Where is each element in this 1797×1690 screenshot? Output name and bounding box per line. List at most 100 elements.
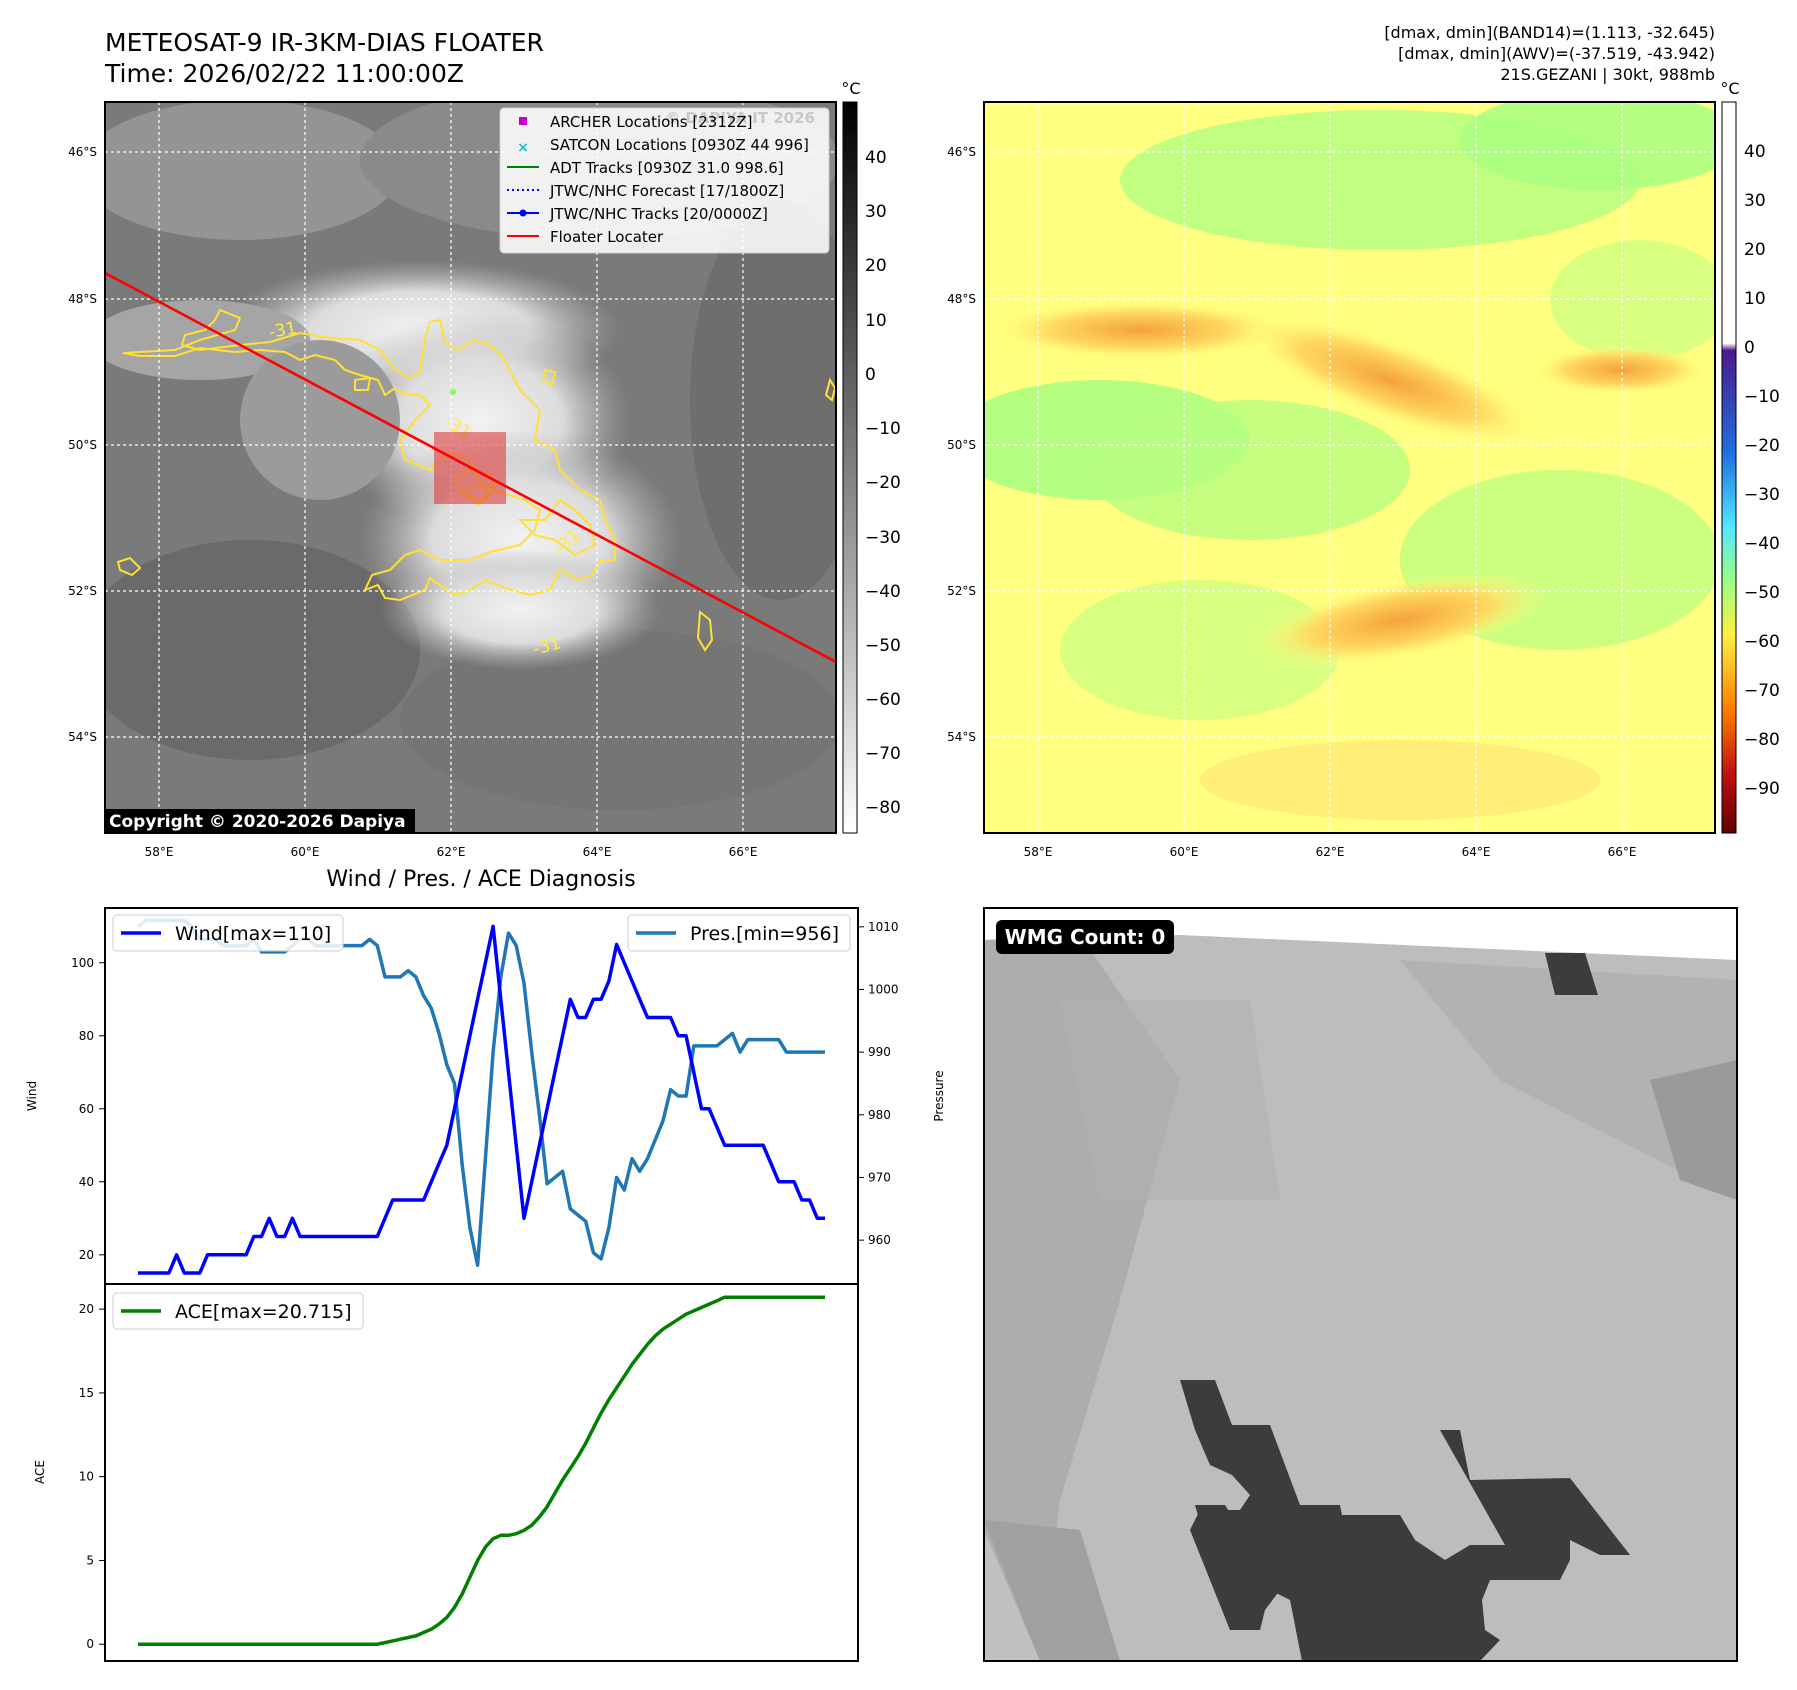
- ace-panel: 0 5 10 15 20 ACE ACE[max=20.715]: [33, 1283, 859, 1662]
- ir-colorbar-unit: °C: [841, 79, 860, 98]
- aceTicks-label: 0: [86, 1637, 94, 1651]
- ace-legend-label: ACE[max=20.715]: [175, 1301, 352, 1323]
- pressure-y-ticks: 960 970 980 990 1000 1010: [858, 920, 899, 1247]
- presTicks-label: 960: [868, 1233, 891, 1247]
- wv-cb-tick: −60: [1744, 632, 1780, 652]
- pressure-legend-label: Pres.[min=956]: [690, 923, 839, 945]
- wmg-count-label: WMG Count: 0: [1005, 925, 1166, 949]
- wv-gridlines: [984, 102, 1715, 833]
- ir-lon-ticks: 58°E 60°E 62°E 64°E 66°E: [145, 845, 758, 859]
- ir-cb-tick: 20: [865, 256, 887, 276]
- ir-colorbar: °C 40 30 20 10 0 −10 −20 −30 −40 −50 −60…: [841, 79, 901, 834]
- wmg-label-box: [996, 920, 1174, 954]
- ir-cb-tick: −20: [865, 473, 901, 493]
- ace-series-line: [138, 1295, 825, 1646]
- ir-colorbar-ticks: 40 30 20 10 0 −10 −20 −30 −40 −50 −60 −7…: [865, 148, 901, 818]
- presTicks-label: 990: [868, 1045, 891, 1059]
- wind-pres-panel: Wind / Pres. / ACE Diagnosis 20 40 60 80 100…: [25, 867, 946, 1285]
- wv-lat-tick: 50°S: [947, 438, 976, 452]
- ir-cb-tick: 0: [865, 365, 876, 385]
- legend-item-forecast: JTWC/NHC Forecast [17/1800Z]: [507, 182, 784, 200]
- ir-cb-tick: −80: [865, 798, 901, 818]
- wv-lat-tick: 48°S: [947, 292, 976, 306]
- watermark: © DAPIYA IT 2026: [665, 109, 815, 127]
- wv-cb-tick: −20: [1744, 436, 1780, 456]
- aceTicks-label: 15: [79, 1386, 94, 1400]
- ace-axes-frame: [104, 1283, 859, 1662]
- wv-lon-tick: 60°E: [1170, 845, 1199, 859]
- legend-item-floater: Floater Locater: [507, 228, 664, 246]
- aceTicks-label: 20: [79, 1302, 94, 1316]
- archer-marker-icon: [519, 117, 527, 125]
- ir-cb-tick: −70: [865, 744, 901, 764]
- ir-lat-tick: 52°S: [68, 584, 97, 598]
- contour-label-1: -31: [267, 318, 298, 343]
- wmg-dark-patch-main: [1180, 1380, 1630, 1661]
- wv-panel: 58°E 60°E 62°E 64°E 66°E 46°S 48°S 50°S …: [947, 79, 1780, 859]
- copyright-box: [105, 809, 415, 833]
- aceTicks-label: 10: [79, 1470, 94, 1484]
- legend-label-forecast: JTWC/NHC Forecast [17/1800Z]: [549, 182, 784, 200]
- presTicks-label: 980: [868, 1108, 891, 1122]
- wv-cb-tick: 20: [1744, 240, 1766, 260]
- wv-cb-tick: −90: [1744, 779, 1780, 799]
- ir-lat-tick: 54°S: [68, 730, 97, 744]
- ir-cb-tick: −50: [865, 636, 901, 656]
- ir-frame: [104, 101, 837, 834]
- wmg-image: [984, 935, 1737, 1661]
- wv-lon-tick: 58°E: [1024, 845, 1053, 859]
- ace-legend: ACE[max=20.715]: [112, 1292, 364, 1330]
- wv-cb-tick: 30: [1744, 191, 1766, 211]
- legend-item-tracks: JTWC/NHC Tracks [20/0000Z]: [507, 205, 768, 223]
- ir-cb-tick: 40: [865, 148, 887, 168]
- wind-legend-label: Wind[max=110]: [175, 923, 331, 945]
- legend-label-adt: ADT Tracks [0930Z 31.0 998.6]: [550, 159, 784, 177]
- wmg-dark-patch-top: [1545, 953, 1598, 995]
- ir-lat-tick: 46°S: [68, 145, 97, 159]
- tracks-dot-icon: [519, 209, 527, 217]
- diagnosis-title: Wind / Pres. / ACE Diagnosis: [326, 867, 635, 892]
- wv-lat-tick: 54°S: [947, 730, 976, 744]
- ace-axis-label: ACE: [33, 1460, 47, 1484]
- wv-lat-ticks: 46°S 48°S 50°S 52°S 54°S: [947, 145, 976, 744]
- wv-colorbar: °C 40 30 20 10 0 −10 −20 −30 −40 −50 −60…: [1720, 79, 1780, 834]
- wv-lon-ticks: 58°E 60°E 62°E 64°E 66°E: [1024, 845, 1637, 859]
- legend-label-tracks: JTWC/NHC Tracks [20/0000Z]: [549, 205, 768, 223]
- ir-lon-tick: 64°E: [583, 845, 612, 859]
- wv-cb-tick: 10: [1744, 289, 1766, 309]
- legend-item-archer: ARCHER Locations [2312Z]: [519, 113, 753, 131]
- ir-panel: -31 -31 -31 -31 © DAPIYA IT 2026: [68, 79, 901, 859]
- figure-time: Time: 2026/02/22 11:00:00Z: [104, 59, 464, 88]
- ir-lon-tick: 66°E: [729, 845, 758, 859]
- windTicks-label: 20: [79, 1248, 94, 1262]
- wind-y-ticks: 20 40 60 80 100: [71, 956, 105, 1262]
- ace-y-ticks: 0 5 10 15 20: [79, 1302, 105, 1651]
- wv-cb-tick: −70: [1744, 681, 1780, 701]
- wv-colorbar-unit: °C: [1720, 79, 1739, 98]
- legend-item-adt: ADT Tracks [0930Z 31.0 998.6]: [507, 159, 784, 177]
- windTicks-label: 100: [71, 956, 94, 970]
- wv-lat-tick: 46°S: [947, 145, 976, 159]
- wv-cb-tick: −40: [1744, 534, 1780, 554]
- ir-cb-tick: −60: [865, 690, 901, 710]
- wv-cb-tick: −50: [1744, 583, 1780, 603]
- info-awv: [dmax, dmin](AWV)=(-37.519, -43.942): [1398, 44, 1715, 63]
- ir-cb-tick: 30: [865, 202, 887, 222]
- wv-cb-tick: 40: [1744, 142, 1766, 162]
- wv-lon-tick: 64°E: [1462, 845, 1491, 859]
- ir-lon-tick: 58°E: [145, 845, 174, 859]
- wind-series-line: [138, 924, 825, 1275]
- ir-lat-tick: 48°S: [68, 292, 97, 306]
- windTicks-label: 80: [79, 1029, 94, 1043]
- wv-cb-tick: −80: [1744, 730, 1780, 750]
- wv-image: [984, 102, 1715, 833]
- pressure-axis-label: Pressure: [932, 1070, 946, 1121]
- copyright-text: Copyright © 2020-2026 Dapiya: [109, 812, 406, 832]
- wv-cb-tick: −30: [1744, 485, 1780, 505]
- wv-frame: [983, 101, 1716, 834]
- wv-lat-tick: 52°S: [947, 584, 976, 598]
- info-band14: [dmax, dmin](BAND14)=(1.113, -32.645): [1384, 23, 1715, 42]
- ir-lat-ticks: 46°S 48°S 50°S 52°S 54°S: [68, 145, 97, 744]
- info-storm: 21S.GEZANI | 30kt, 988mb: [1500, 65, 1715, 84]
